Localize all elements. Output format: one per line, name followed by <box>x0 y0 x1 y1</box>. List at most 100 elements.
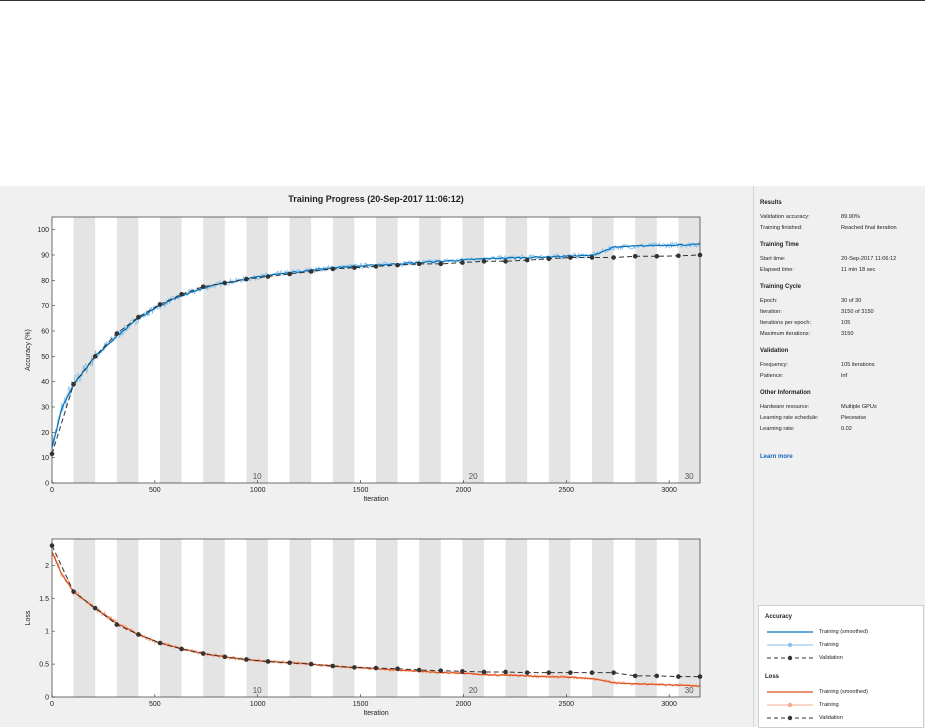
accuracy-validation-point <box>71 381 76 387</box>
accuracy-validation-point <box>416 261 422 267</box>
charts-svg: 0 500 1000 1500 2000 2500 30000102030405060708… <box>25 216 703 717</box>
loss-validation-point <box>546 670 552 675</box>
loss-validation-point <box>222 654 228 660</box>
loss-validation-point <box>136 632 141 637</box>
loss-validation-point <box>395 666 400 671</box>
info-key: Frequency: <box>760 361 788 368</box>
accuracy-validation-point <box>632 253 638 259</box>
accuracy-validation-point <box>114 331 120 336</box>
accuracy-epoch-band <box>678 217 700 483</box>
loss-validation-point <box>200 651 206 656</box>
loss-validation-point <box>524 670 530 675</box>
loss-x-tick-label: 0 <box>50 701 54 708</box>
loss-epoch-band <box>376 539 398 697</box>
loss-epoch-label: 20 <box>469 686 478 695</box>
info-key: Validation accuracy: <box>760 213 810 220</box>
accuracy-epoch-band <box>116 217 139 483</box>
accuracy-validation-point <box>287 271 292 277</box>
learn-more-link[interactable]: Learn more <box>760 454 793 460</box>
accuracy-x-tick-label: 0 <box>50 487 54 494</box>
accuracy-y-tick-label: 0 <box>45 481 49 488</box>
accuracy-validation-point <box>568 255 573 260</box>
info-key: Iteration: <box>760 308 782 315</box>
loss-epoch-band <box>635 539 657 697</box>
accuracy-y-tick-label: 10 <box>41 455 49 462</box>
loss-epoch-band <box>203 539 225 697</box>
accuracy-epoch-band <box>462 217 484 483</box>
loss-epoch-band <box>246 539 268 697</box>
info-value: 3150 <box>841 330 854 337</box>
loss-epoch-band <box>160 539 182 697</box>
loss-validation-point <box>244 657 249 662</box>
accuracy-epoch-band <box>246 217 268 483</box>
legend-loss-training: Training <box>759 700 923 710</box>
info-row: Hardware resource: Multiple GPUs <box>760 401 920 412</box>
info-panel: Results Validation accuracy: 89.90% Train… <box>753 186 925 728</box>
accuracy-y-tick-label: 30 <box>41 405 49 412</box>
legend-swatch <box>767 715 813 721</box>
accuracy-x-tick-label: 500 <box>149 487 161 494</box>
info-key: Maximum iterations: <box>760 330 811 337</box>
loss-validation-point <box>589 670 595 675</box>
info-value: 105 <box>841 319 851 326</box>
loss-validation-point <box>71 589 76 594</box>
loss-epoch-band <box>548 539 571 697</box>
loss-y-tick-label: 0 <box>45 695 49 702</box>
loss-validation-point <box>503 669 508 675</box>
loss-x-tick-label: 500 <box>149 701 161 708</box>
accuracy-y-tick-label: 90 <box>41 253 49 260</box>
loss-y-tick-label: 1 <box>45 629 49 636</box>
loss-epoch-band <box>419 539 441 697</box>
training-cycle-title: Training Cycle <box>760 284 802 290</box>
info-row: Frequency: 105 iterations <box>760 359 920 370</box>
accuracy-epoch-band <box>635 217 657 483</box>
legend-label: Training (smoothed) <box>819 629 869 635</box>
accuracy-validation-point <box>524 257 530 263</box>
accuracy-validation-point <box>244 276 249 282</box>
accuracy-epoch-band <box>419 217 441 483</box>
accuracy-validation-point <box>395 262 400 268</box>
other-information-title: Other Information <box>760 390 811 396</box>
info-row: Maximum iterations: 3150 <box>760 328 920 339</box>
info-key: Learning rate schedule: <box>760 414 819 421</box>
loss-validation-point <box>568 670 573 675</box>
loss-panel: 0 500 1000 1500 2000 2500 3000 0 0.5 1 1.5 2 10 20 30 I… <box>25 538 703 717</box>
loss-epoch-band <box>678 539 700 697</box>
accuracy-validation-point <box>503 259 508 264</box>
accuracy-validation-point <box>546 256 552 262</box>
info-value: Reached final iteration <box>841 224 897 231</box>
info-key: Hardware resource: <box>760 403 810 410</box>
accuracy-x-tick-label: 2000 <box>456 487 472 494</box>
loss-validation-point <box>416 667 422 673</box>
accuracy-x-tick-label: 3000 <box>661 487 677 494</box>
loss-x-tick-label: 2500 <box>558 701 574 708</box>
legend-accuracy-title: Accuracy <box>765 614 793 620</box>
legend-loss-validation: Validation <box>759 713 923 723</box>
loss-validation-point <box>287 660 292 666</box>
accuracy-y-tick-label: 70 <box>41 303 49 310</box>
info-key: Training finished: <box>760 224 803 231</box>
legend: Accuracy Training (smoothed) Training Va… <box>758 605 924 728</box>
info-sections: Results Validation accuracy: 89.90% Train… <box>760 200 920 443</box>
accuracy-validation-point <box>654 253 660 259</box>
legend-label: Validation <box>819 655 843 661</box>
info-value: 11 min 18 sec <box>841 266 876 273</box>
loss-epoch-band <box>462 539 484 697</box>
accuracy-epoch-band <box>376 217 398 483</box>
plot-area: Training Progress (20-Sep-2017 11:06:12)… <box>0 186 752 727</box>
accuracy-validation-point <box>179 291 184 297</box>
loss-validation-point <box>330 663 336 669</box>
legend-label: Training <box>819 702 839 708</box>
accuracy-epoch-band <box>505 217 528 483</box>
info-row: Training finished: Reached final iteratio… <box>760 222 920 233</box>
info-row: Iteration: 3150 of 3150 <box>760 306 920 317</box>
legend-accuracy-smoothed: Training (smoothed) <box>759 627 923 637</box>
legend-loss-title: Loss <box>765 674 780 680</box>
accuracy-validation-point <box>265 274 271 279</box>
loss-y-tick-label: 0.5 <box>39 662 49 669</box>
loss-validation-point <box>481 669 487 675</box>
info-value: 20-Sep-2017 11:06:12 <box>841 255 897 262</box>
loss-x-tick-label: 3000 <box>661 701 677 708</box>
legend-label: Validation <box>819 715 843 721</box>
info-row: Validation accuracy: 89.90% <box>760 211 920 222</box>
